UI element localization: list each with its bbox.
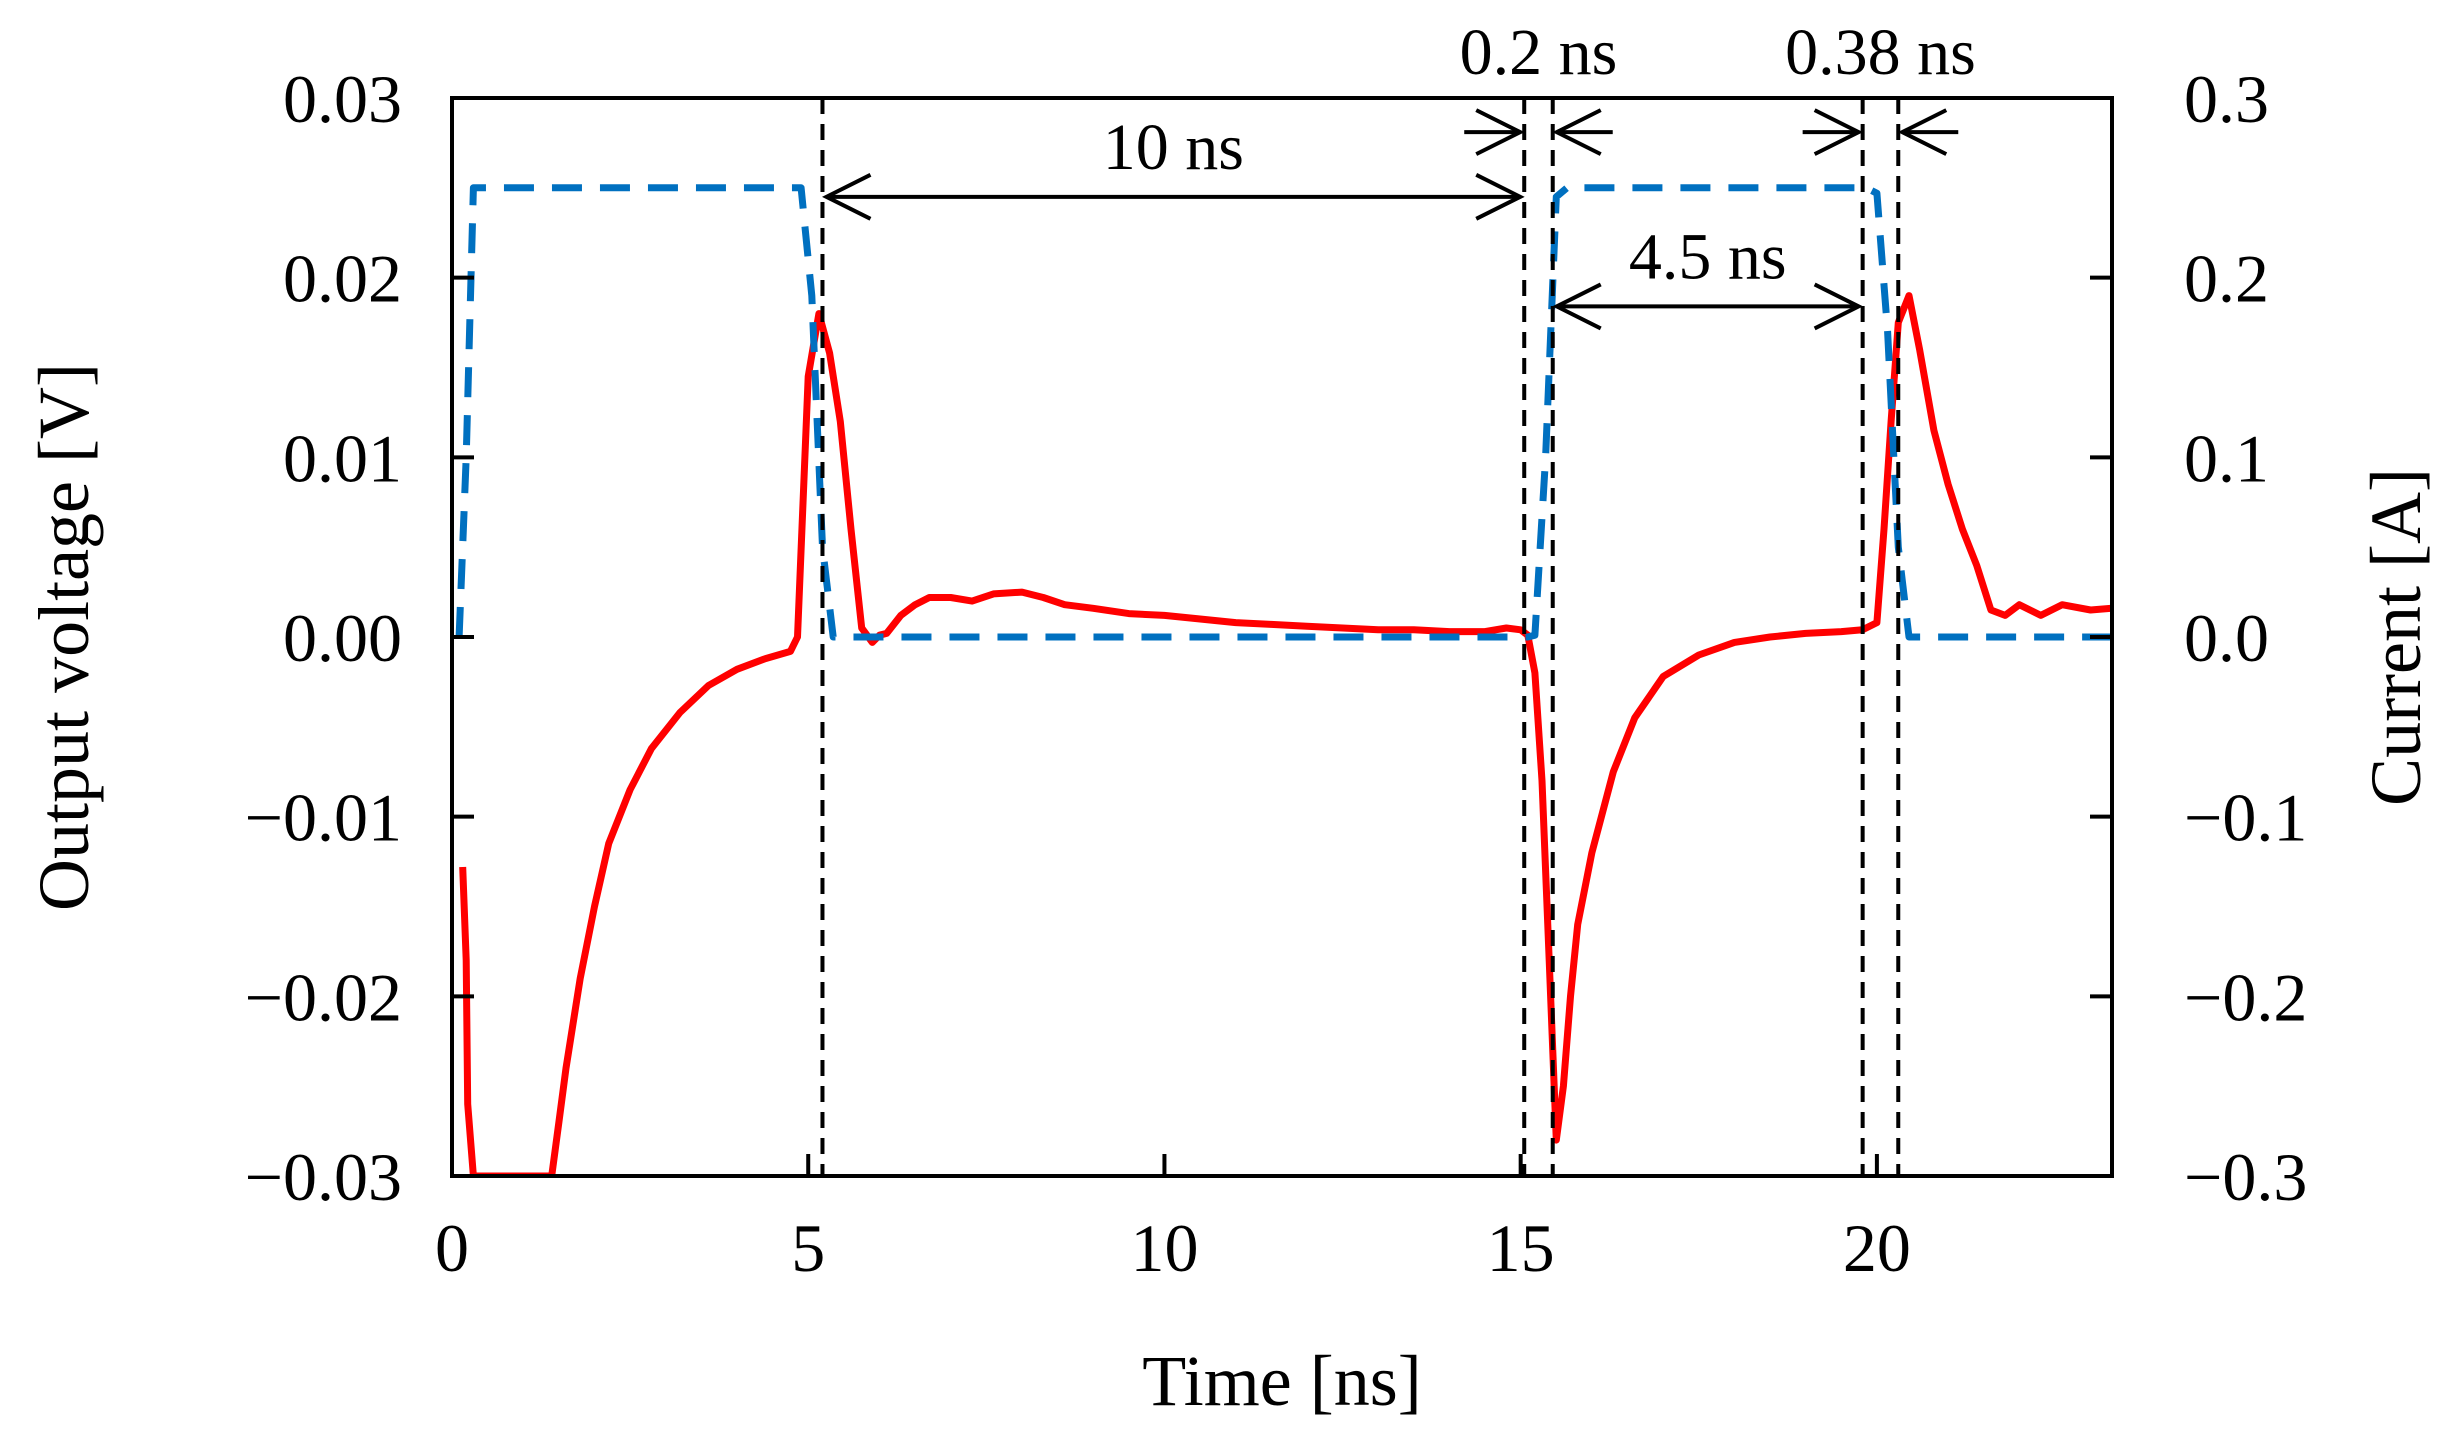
- y2-tick-label: 0.1: [2184, 420, 2269, 496]
- y2-tick-label: −0.1: [2184, 780, 2307, 856]
- y-tick-label: −0.02: [245, 959, 402, 1035]
- y-tick-label: 0.02: [283, 241, 402, 317]
- x-tick-label: 5: [791, 1210, 825, 1286]
- x-axis-title: Time [ns]: [1142, 1341, 1421, 1421]
- series-layer: [455, 184, 2112, 1176]
- y2-tick-label: 0.2: [2184, 241, 2269, 317]
- y-tick-label: −0.03: [245, 1139, 402, 1215]
- x-tick-label: 0: [435, 1210, 469, 1286]
- y2-tick-label: −0.2: [2184, 959, 2307, 1035]
- arrow-head-left: [1552, 108, 1602, 156]
- arrow-head-right: [1475, 173, 1525, 221]
- arrow-head-left: [1552, 282, 1602, 331]
- y-tick-label: −0.01: [245, 780, 402, 856]
- x-tick-label: 15: [1487, 1210, 1555, 1286]
- arrow-head-right: [1475, 108, 1525, 156]
- y-axis-title: Output voltage [V]: [24, 363, 104, 911]
- y2-tick-label: −0.3: [2184, 1139, 2307, 1215]
- y2-tick-label: 0.3: [2184, 61, 2269, 137]
- axis-ticks: 0 5 10 15 20 −0.03 −0.02 −0.01 0.00 0.01 0.02 0.03 −…: [245, 61, 2308, 1286]
- dimension-label: 4.5 ns: [1629, 220, 1787, 293]
- y-tick-label: 0.01: [283, 420, 402, 496]
- annotations: 10 ns 4.5 ns 0.2 ns 0.38 ns: [821, 16, 1976, 331]
- dimension-label: 0.2 ns: [1460, 16, 1618, 89]
- arrow-head-left: [821, 173, 872, 221]
- y2-tick-label: 0.0: [2184, 600, 2269, 676]
- vertical-markers: [820, 98, 1901, 1176]
- arrow-head-right: [1813, 282, 1864, 331]
- dimension-label: 0.38 ns: [1785, 16, 1976, 89]
- y2-axis-title: Current [A]: [2356, 468, 2436, 806]
- y-tick-label: 0.03: [283, 61, 402, 137]
- x-tick-label: 20: [1843, 1210, 1911, 1286]
- arrow-head-right: [1813, 108, 1864, 156]
- series-line-output-voltage: [459, 292, 2112, 1176]
- series-line-current: [455, 184, 2112, 641]
- dimension-label: 10 ns: [1103, 111, 1244, 184]
- x-tick-label: 10: [1130, 1210, 1198, 1286]
- arrow-head-left: [1897, 108, 1948, 156]
- y-tick-label: 0.00: [283, 600, 402, 676]
